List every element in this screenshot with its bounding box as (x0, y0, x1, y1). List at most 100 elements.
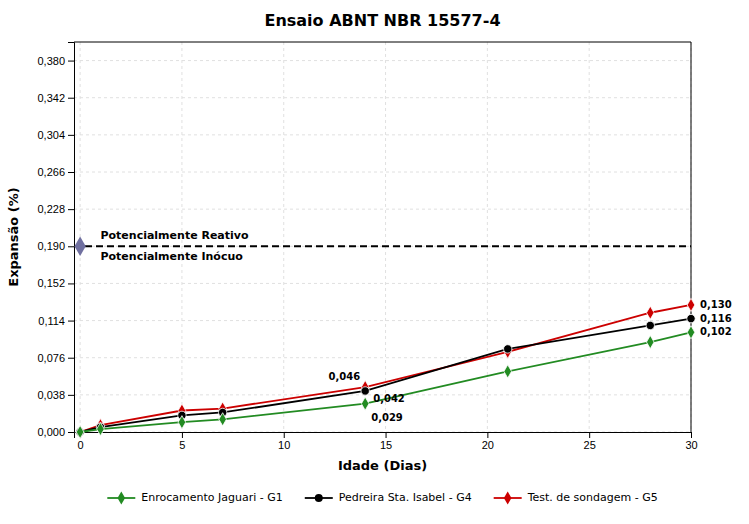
point (504, 345, 512, 353)
legend-marker (315, 494, 323, 502)
tick: 10 (278, 432, 290, 451)
tick-mark (68, 432, 74, 433)
tick-label: 0,304 (37, 129, 65, 141)
tick-mark (68, 283, 74, 284)
axis-line (75, 433, 692, 439)
tick: 0,114 (38, 315, 74, 327)
annotation: 0,046 (329, 371, 361, 382)
tick-mark (589, 432, 590, 438)
grid-line (385, 42, 386, 432)
tick: 0,038 (37, 389, 74, 401)
tick-mark (68, 98, 74, 99)
reference-label: Potencialmente Inócuo (100, 250, 243, 263)
point (687, 326, 695, 339)
plot-frame (691, 42, 692, 432)
tick-label: 20 (482, 439, 494, 451)
grid-line (74, 60, 691, 61)
tick: 20 (482, 432, 494, 451)
series-line (80, 332, 691, 432)
tick: 0,304 (37, 129, 74, 141)
y-axis-title: Expansão (%) (6, 187, 21, 286)
tick-label: 0 (78, 439, 84, 451)
tick-mark (691, 432, 692, 438)
tick-mark (68, 246, 74, 247)
tick-label: 0,152 (37, 277, 65, 289)
point (504, 345, 512, 358)
chart: 0 5 10 15 20 25 30 0,000 0,038 0,076 0,114 0,152 0,1… (0, 0, 749, 524)
point (646, 321, 654, 329)
tick-label: 0,114 (38, 315, 65, 327)
point (687, 314, 695, 322)
marks (74, 237, 695, 439)
grid-line (691, 42, 692, 432)
tick: 15 (380, 432, 392, 451)
tick-label: 0,266 (37, 166, 65, 178)
point (504, 365, 512, 378)
tick: 0,000 (37, 426, 74, 438)
tick-mark (68, 209, 74, 210)
legend-label: Pedreira Sta. Isabel - G4 (339, 491, 472, 504)
tick: 0,076 (37, 352, 74, 364)
grid-line (283, 42, 284, 432)
tick: 0,342 (37, 92, 74, 104)
legend: Enrocamento Jaguari - G1 Pedreira Sta. Is… (107, 491, 657, 505)
tick-mark (487, 432, 488, 438)
series (76, 314, 695, 436)
tick: 0,152 (37, 277, 74, 289)
tick: 30 (685, 432, 697, 451)
tick-label: 0,000 (37, 426, 65, 438)
x-axis-title: Idade (Dias) (338, 458, 427, 473)
tick: 0,190 (37, 240, 74, 252)
series (76, 298, 694, 438)
annotation: 0,102 (700, 326, 732, 337)
tick: 5 (179, 432, 185, 451)
reference-line (74, 245, 691, 247)
grid-line (74, 357, 691, 358)
point (97, 422, 105, 435)
grid-line (487, 42, 488, 432)
point (687, 298, 695, 311)
tick-mark (68, 321, 74, 322)
tick: 25 (584, 432, 596, 451)
series-line (80, 319, 691, 432)
legend-marker (504, 491, 512, 504)
tick: 0,266 (37, 166, 74, 178)
point (646, 306, 654, 319)
title: Ensaio ABNT NBR 15577-4 (264, 11, 500, 30)
plot-frame (74, 42, 691, 43)
tick-label: 0,342 (37, 92, 65, 104)
legend-item: Enrocamento Jaguari - G1 (107, 491, 282, 505)
point (646, 335, 654, 348)
tick-mark (182, 432, 183, 438)
annotation: 0,042 (373, 393, 405, 404)
tick-mark (68, 395, 74, 396)
grid-line (74, 209, 691, 210)
tick-label: 25 (584, 439, 596, 451)
grid-line (589, 42, 590, 432)
tick-mark (68, 172, 74, 173)
reference-label: Potencialmente Reativo (100, 229, 249, 242)
legend-marker (118, 491, 126, 504)
grid-line (74, 246, 691, 247)
tick-label: 10 (278, 439, 290, 451)
grid-line (74, 172, 691, 173)
tick-mark (68, 135, 74, 136)
tick-label: 0,380 (37, 55, 65, 67)
point (361, 397, 369, 410)
tick-label: 0,076 (37, 352, 65, 364)
tick-label: 0,038 (37, 389, 65, 401)
tick-label: 0,228 (37, 203, 65, 215)
point (76, 425, 84, 438)
x-axis: 0 5 10 15 20 25 30 (75, 432, 698, 451)
annotations: Potencialmente Reativo Potencialmente Inó… (100, 229, 731, 423)
legend-label: Enrocamento Jaguari - G1 (141, 491, 282, 504)
grid-line (74, 134, 691, 135)
point (178, 416, 186, 429)
tick-mark (386, 432, 387, 438)
tick: 0,228 (37, 203, 74, 215)
tick-mark (68, 358, 74, 359)
tick-mark (68, 61, 74, 62)
series (76, 326, 694, 439)
series-line (80, 305, 691, 432)
tick-label: 0,190 (37, 240, 65, 252)
